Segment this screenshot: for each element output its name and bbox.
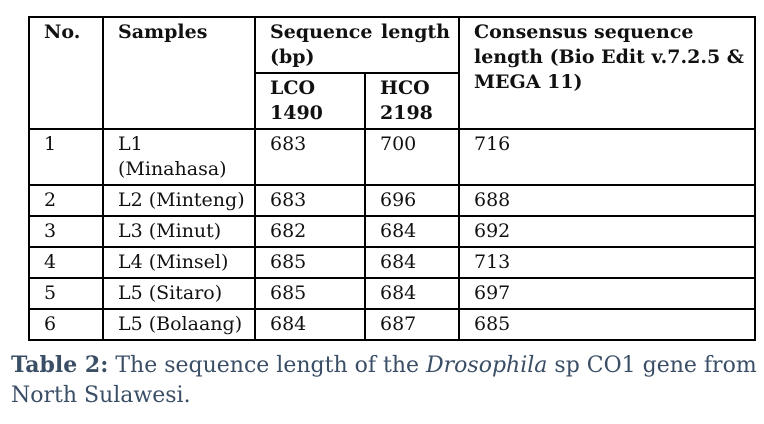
table-row: 6 L5 (Bolaang) 684 687 685 xyxy=(28,308,756,341)
cell-consensus: 685 xyxy=(458,308,756,341)
subheader-row: LCO 1490 HCO 2198 xyxy=(29,72,755,130)
header-row: No. Samples Sequence length (bp) Consens… xyxy=(28,16,756,130)
cell-hco: 700 xyxy=(364,128,460,186)
table-row: 3 L3 (Minut) 682 684 692 xyxy=(28,215,756,248)
cell-hco: 687 xyxy=(364,308,460,341)
header-lco: LCO 1490 xyxy=(254,72,366,130)
table-caption: Table 2: The sequence length of the Dros… xyxy=(11,350,759,411)
cell-lco: 682 xyxy=(254,215,366,248)
cell-sample: L3 (Minut) xyxy=(102,215,256,248)
cell-hco: 684 xyxy=(364,277,460,310)
cell-consensus: 692 xyxy=(458,215,756,248)
table-row: 5 L5 (Sitaro) 685 684 697 xyxy=(28,277,756,310)
table-row: 4 L4 (Minsel) 685 684 713 xyxy=(28,246,756,279)
cell-lco: 685 xyxy=(254,246,366,279)
cell-no: 2 xyxy=(28,184,104,217)
header-no: No. xyxy=(28,16,104,130)
cell-no: 5 xyxy=(28,277,104,310)
sequence-length-table: No. Samples Sequence length (bp) Consens… xyxy=(28,16,756,341)
cell-consensus: 688 xyxy=(458,184,756,217)
header-bp-unit: (bp) xyxy=(270,46,315,68)
caption-text-before: The sequence length of the xyxy=(108,353,427,378)
header-samples: Samples xyxy=(102,16,256,130)
caption-species: Drosophila xyxy=(426,353,548,378)
cell-lco: 685 xyxy=(254,277,366,310)
cell-hco: 696 xyxy=(364,184,460,217)
cell-lco: 683 xyxy=(254,128,366,186)
caption-label: Table 2: xyxy=(11,352,109,378)
cell-sample: L5 (Bolaang) xyxy=(102,308,256,341)
caption-text-after: sp CO1 gene from North Sulawesi. xyxy=(11,353,757,408)
cell-no: 1 xyxy=(28,128,104,186)
header-length-word: length xyxy=(381,21,450,43)
table-row: 1 L1 (Minahasa) 683 700 716 xyxy=(28,128,756,186)
cell-lco: 683 xyxy=(254,184,366,217)
cell-sample: L4 (Minsel) xyxy=(102,246,256,279)
cell-consensus: 716 xyxy=(458,128,756,186)
cell-consensus: 713 xyxy=(458,246,756,279)
cell-consensus: 697 xyxy=(458,277,756,310)
cell-sample: L5 (Sitaro) xyxy=(102,277,256,310)
cell-no: 3 xyxy=(28,215,104,248)
header-sequence-word: Sequence xyxy=(270,21,373,43)
cell-lco: 684 xyxy=(254,308,366,341)
cell-hco: 684 xyxy=(364,215,460,248)
cell-no: 4 xyxy=(28,246,104,279)
header-consensus: Consensus sequence length (Bio Edit v.7.… xyxy=(458,16,756,130)
header-sequence-length: Sequence length (bp) xyxy=(254,16,460,74)
cell-sample: L2 (Minteng) xyxy=(102,184,256,217)
cell-no: 6 xyxy=(28,308,104,341)
cell-hco: 684 xyxy=(364,246,460,279)
header-hco: HCO 2198 xyxy=(364,72,460,130)
table-row: 2 L2 (Minteng) 683 696 688 xyxy=(28,184,756,217)
cell-sample: L1 (Minahasa) xyxy=(102,128,256,186)
